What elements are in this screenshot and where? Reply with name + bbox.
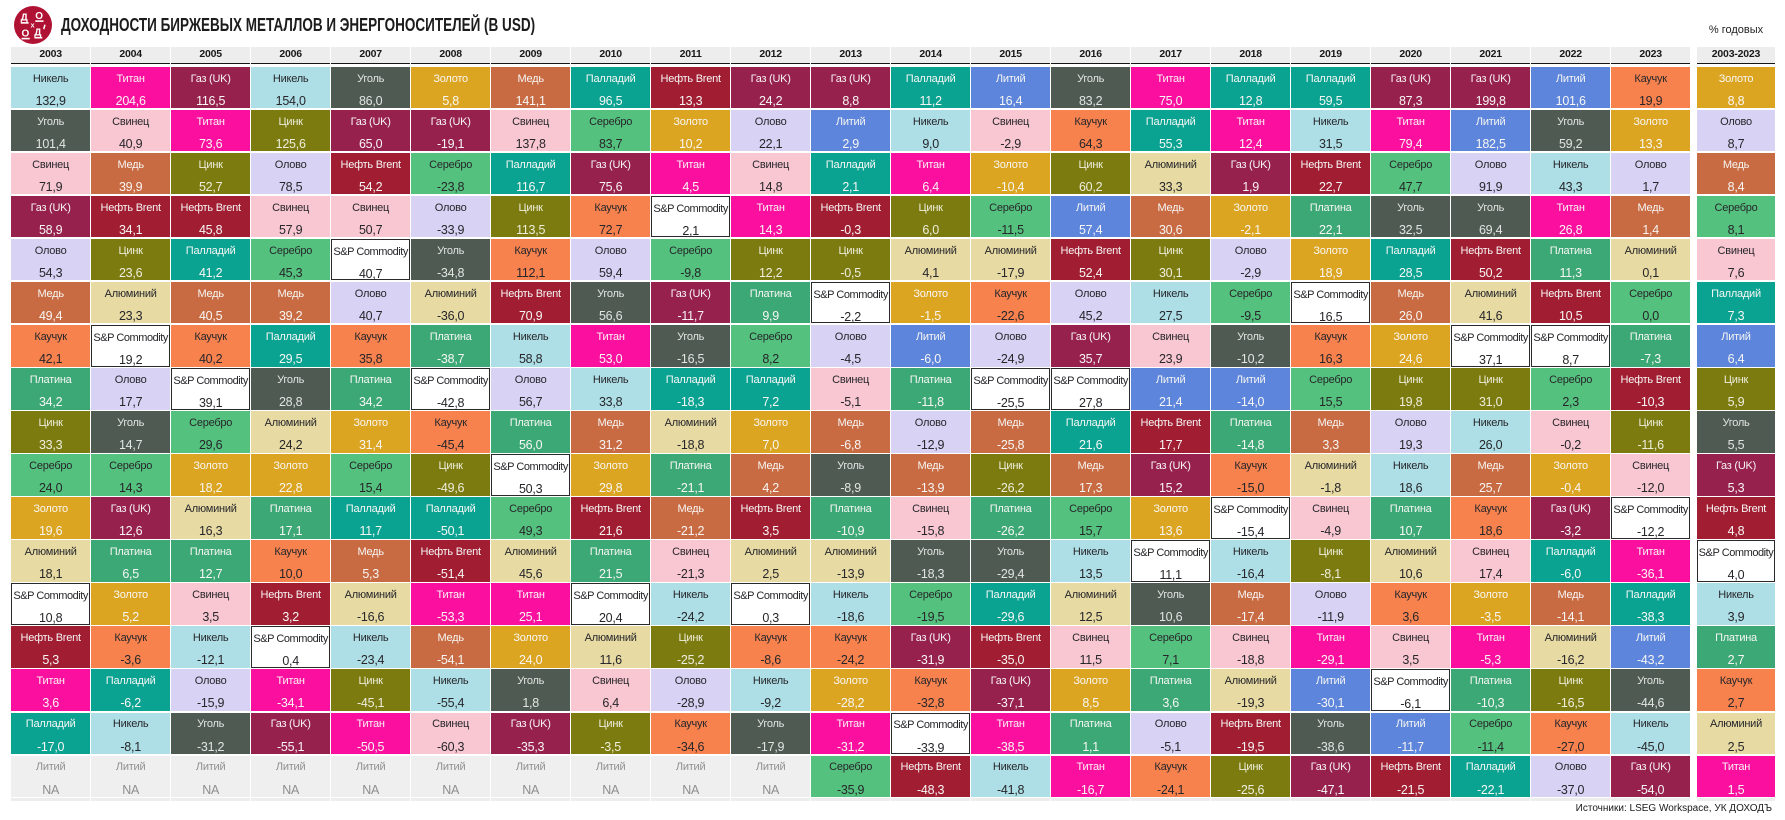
svg-text:х: х [30,22,34,29]
svg-text:О: О [35,10,43,21]
svg-text:О: О [21,28,29,39]
svg-text:Д: Д [34,27,41,38]
svg-text:Д: Д [20,12,27,23]
